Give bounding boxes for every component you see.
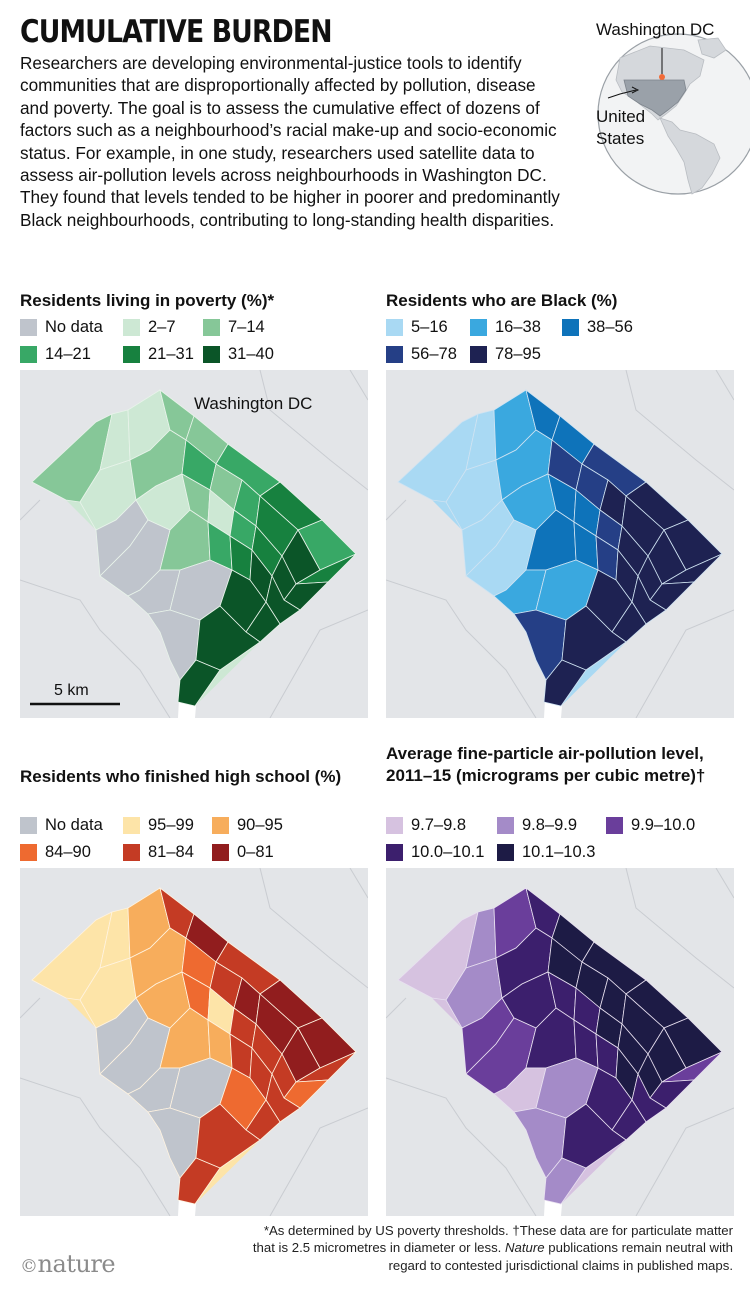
legend-item-black-16-38: 16–38 <box>470 318 541 337</box>
legend-item-hs-84-90: 84–90 <box>20 843 91 862</box>
legend-item-pm-9-7: 9.7–9.8 <box>386 816 466 835</box>
legend-swatch <box>386 844 403 861</box>
page-title: CUMULATIVE BURDEN <box>20 14 333 50</box>
legend-swatch <box>123 844 140 861</box>
logo-text: nature <box>37 1250 116 1278</box>
globe-graphic <box>597 33 750 195</box>
map-label-washington-dc: Washington DC <box>194 394 313 413</box>
legend-swatch <box>203 346 220 363</box>
tract-36 <box>177 1157 221 1205</box>
nature-logo: ©nature <box>20 1250 116 1278</box>
legend-item-poverty-14-21: 14–21 <box>20 345 91 364</box>
legend-swatch <box>212 844 229 861</box>
legend-item-black-38-56: 38–56 <box>562 318 633 337</box>
globe-label-us: United States <box>596 107 646 148</box>
tract-29 <box>265 1072 301 1123</box>
legend-title-black: Residents who are Black (%) <box>386 291 618 310</box>
legend-item-hs-95-99: 95–99 <box>123 816 194 835</box>
legend-title-pollution: Average fine-particle air-pollution leve… <box>386 744 706 785</box>
legend-item-poverty-31-40: 31–40 <box>203 345 274 364</box>
legend-swatch <box>20 319 37 336</box>
tract-29 <box>631 1072 667 1123</box>
map-black-graphic <box>386 370 734 718</box>
tract-29 <box>631 574 667 625</box>
legend-item-black-5-16: 5–16 <box>386 318 448 337</box>
tract-36 <box>177 659 221 707</box>
legend-title-poverty: Residents living in poverty (%)* <box>20 291 275 310</box>
map-pollution <box>386 868 734 1216</box>
intro-paragraph: Researchers are developing environmental… <box>20 53 560 230</box>
legend-swatch <box>386 346 403 363</box>
legend-swatch <box>386 319 403 336</box>
legend-swatch <box>470 346 487 363</box>
scale-bar-label: 5 km <box>54 682 89 699</box>
legend-swatch <box>497 844 514 861</box>
legend-item-black-56-78: 56–78 <box>386 345 457 364</box>
legend-swatch <box>123 346 140 363</box>
legend-item-hs-81-84: 81–84 <box>123 843 194 862</box>
map-pollution-graphic <box>386 868 734 1216</box>
tract-36 <box>543 659 587 707</box>
legend-swatch <box>123 319 140 336</box>
legend-item-pm-10-1: 10.1–10.3 <box>497 843 595 862</box>
logo-copyright: © <box>20 1256 38 1277</box>
legend-item-pm-10-0: 10.0–10.1 <box>386 843 484 862</box>
footnote: *As determined by US poverty thresholds.… <box>252 1223 733 1273</box>
tract-36 <box>543 1157 587 1205</box>
map-highschool <box>20 868 368 1216</box>
map-black <box>386 370 734 718</box>
map-poverty-graphic <box>20 370 368 718</box>
legend-item-pm-9-8: 9.8–9.9 <box>497 816 577 835</box>
legend-swatch <box>386 817 403 834</box>
legend-item-poverty-2-7: 2–7 <box>123 318 176 337</box>
legend-item-hs-90-95: 90–95 <box>212 816 283 835</box>
legend-swatch <box>606 817 623 834</box>
legend-swatch <box>20 346 37 363</box>
tract-29 <box>265 574 301 625</box>
locator-globe <box>580 10 750 200</box>
legend-swatch <box>20 844 37 861</box>
map-poverty: Washington DC 5 km <box>20 370 368 718</box>
legend-swatch <box>20 817 37 834</box>
legend-item-hs-no-data: No data <box>20 816 103 835</box>
map-highschool-graphic <box>20 868 368 1216</box>
globe-label-dc: Washington DC <box>596 20 715 39</box>
legend-item-black-78-95: 78–95 <box>470 345 541 364</box>
legend-item-poverty-21-31: 21–31 <box>123 345 194 364</box>
legend-swatch <box>203 319 220 336</box>
legend-swatch <box>562 319 579 336</box>
legend-swatch <box>497 817 514 834</box>
legend-swatch <box>212 817 229 834</box>
legend-swatch <box>470 319 487 336</box>
legend-item-poverty-no-data: No data <box>20 318 103 337</box>
dc-marker <box>659 74 665 80</box>
legend-item-pm-9-9: 9.9–10.0 <box>606 816 695 835</box>
legend-swatch <box>123 817 140 834</box>
legend-title-highschool: Residents who finished high school (%) <box>20 767 342 786</box>
legend-item-poverty-7-14: 7–14 <box>203 318 265 337</box>
legend-item-hs-0-81: 0–81 <box>212 843 274 862</box>
